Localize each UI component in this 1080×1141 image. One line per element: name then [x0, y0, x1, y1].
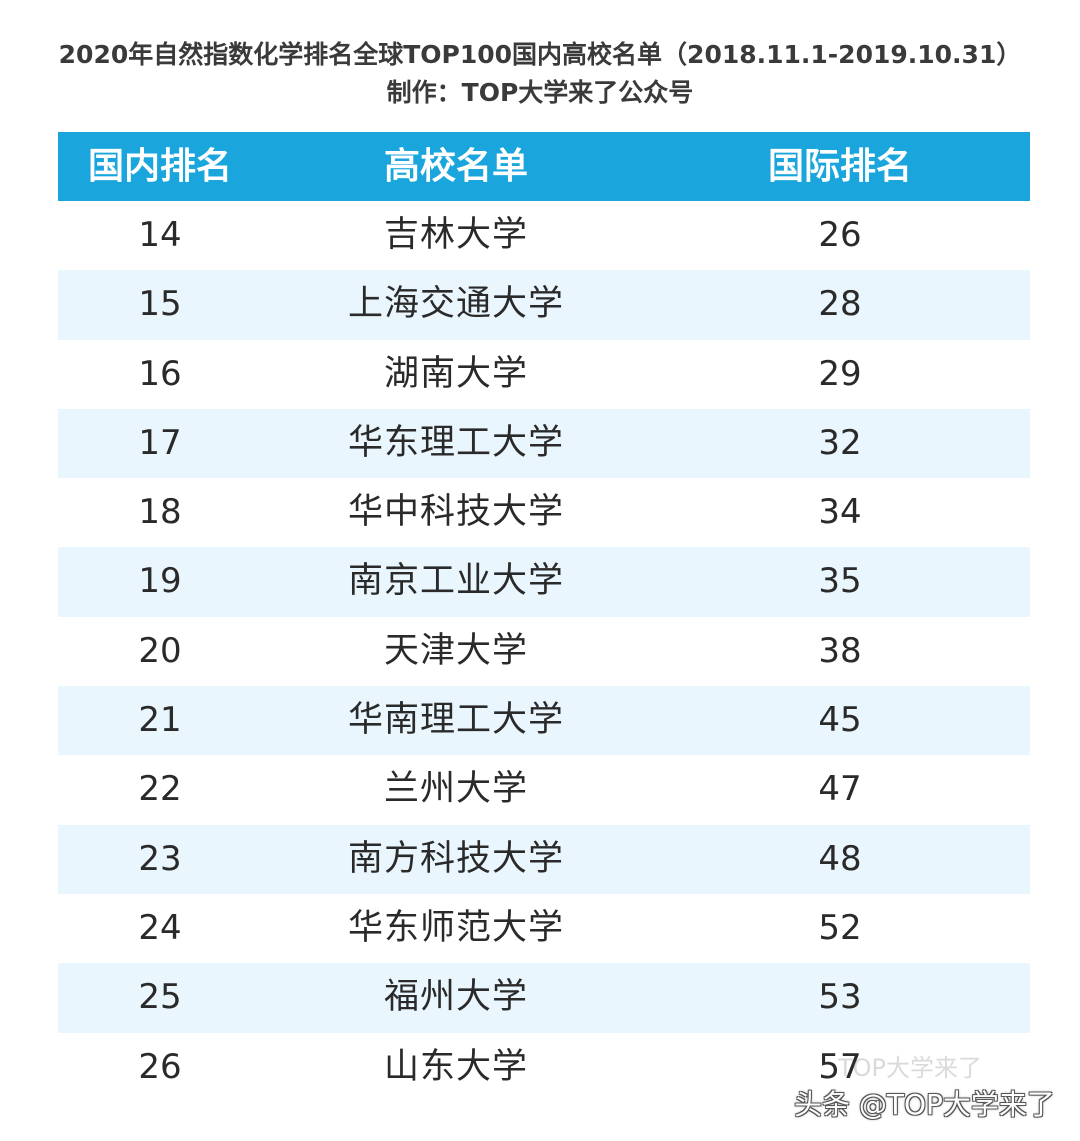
table-row: 22 兰州大学 47 — [58, 755, 1030, 824]
table-row: 16 湖南大学 29 — [58, 340, 1030, 409]
domestic-rank-cell: 18 — [138, 492, 182, 533]
domestic-rank-cell: 21 — [138, 700, 182, 741]
header-international-rank: 国际排名 — [767, 146, 912, 187]
table-row: 15 上海交通大学 28 — [58, 270, 1030, 340]
international-rank-cell: 35 — [818, 561, 862, 602]
domestic-rank-cell: 23 — [138, 838, 182, 879]
school-name-cell: 山东大学 — [383, 1046, 528, 1087]
international-rank-cell: 29 — [818, 353, 862, 394]
school-name-cell: 兰州大学 — [383, 769, 528, 810]
domestic-rank-cell: 17 — [138, 422, 182, 463]
watermark-faint: TOP大学来了 — [838, 1054, 983, 1082]
table-row: 25 福州大学 53 — [58, 963, 1030, 1033]
table-row: 21 华南理工大学 45 — [58, 686, 1030, 756]
domestic-rank-cell: 15 — [138, 284, 182, 325]
school-name-cell: 湖南大学 — [383, 353, 528, 394]
school-name-cell: 南方科技大学 — [347, 838, 564, 879]
international-rank-cell: 34 — [818, 492, 862, 533]
international-rank-cell: 38 — [818, 630, 862, 671]
table-row: 26 山东大学 57 — [58, 1033, 1030, 1102]
school-name-cell: 华东理工大学 — [347, 422, 564, 463]
table-row: 14 吉林大学 26 — [58, 201, 1030, 270]
table-row: 24 华东师范大学 52 — [58, 894, 1030, 963]
domestic-rank-cell: 14 — [138, 215, 182, 255]
school-name-cell: 上海交通大学 — [347, 284, 564, 325]
page-subtitle: 制作：TOP大学来了公众号 — [386, 78, 694, 107]
table-row: 19 南京工业大学 35 — [58, 547, 1030, 617]
watermark: 头条 @TOP大学来了 — [794, 1078, 1055, 1128]
school-name-cell: 天津大学 — [383, 630, 528, 671]
international-rank-cell: 48 — [818, 838, 862, 879]
header-school-list: 高校名单 — [383, 146, 528, 187]
school-name-cell: 华东师范大学 — [347, 907, 564, 948]
table-row: 17 华东理工大学 32 — [58, 408, 1030, 479]
school-name-cell: 吉林大学 — [383, 215, 528, 255]
domestic-rank-cell: 25 — [138, 977, 182, 1018]
header-domestic-rank: 国内排名 — [87, 146, 232, 187]
school-name-cell: 华南理工大学 — [347, 700, 564, 741]
domestic-rank-cell: 24 — [138, 907, 182, 948]
table-row: 23 南方科技大学 48 — [58, 824, 1030, 894]
page-title: 2020年自然指数化学排名全球TOP100国内高校名单（2018.11.1-20… — [58, 40, 1022, 69]
table-row: 20 天津大学 38 — [58, 617, 1030, 686]
international-rank-cell: 45 — [818, 700, 862, 741]
table-body: 14 吉林大学 26 15 上海交通大学 28 16 湖南大学 29 17 华东理工大学 32 18 华中… — [58, 201, 1030, 1102]
domestic-rank-cell: 16 — [138, 353, 182, 394]
international-rank-cell: 53 — [818, 977, 862, 1018]
school-name-cell: 南京工业大学 — [347, 561, 564, 602]
school-name-cell: 福州大学 — [383, 977, 528, 1018]
international-rank-cell: 32 — [818, 422, 862, 463]
domestic-rank-cell: 19 — [138, 561, 182, 602]
table-row: 18 华中科技大学 34 — [58, 478, 1030, 547]
table-header-row: 国内排名 高校名单 国际排名 — [58, 132, 1030, 201]
international-rank-cell: 47 — [818, 769, 862, 810]
watermark-text: 头条 @TOP大学来了 — [794, 1088, 1055, 1121]
international-rank-cell: 26 — [818, 215, 862, 255]
school-name-cell: 华中科技大学 — [347, 492, 564, 533]
domestic-rank-cell: 26 — [138, 1046, 182, 1087]
international-rank-cell: 28 — [818, 284, 862, 325]
international-rank-cell: 52 — [818, 907, 862, 948]
international-rank-cell: 57 — [818, 1046, 862, 1087]
domestic-rank-cell: 20 — [138, 630, 182, 671]
domestic-rank-cell: 22 — [138, 769, 182, 810]
ranking-table: 国内排名 高校名单 国际排名 14 吉林大学 26 15 上海交通大学 28 16 湖南大学 2… — [58, 132, 1030, 1102]
